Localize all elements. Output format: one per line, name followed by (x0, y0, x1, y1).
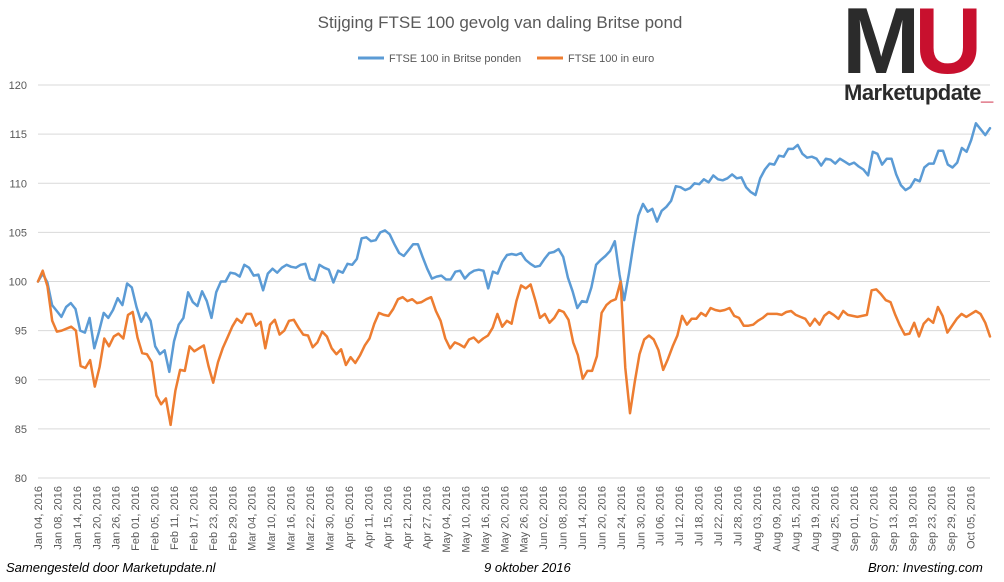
x-tick-label: Jun 24, 2016 (616, 486, 628, 550)
logo-mu-mark: MU (842, 0, 982, 88)
x-tick-label: Mar 22, 2016 (305, 486, 317, 551)
y-axis-labels: 80 85 90 95 100 105 110 115 120 (9, 80, 27, 485)
x-tick-label: Jul 18, 2016 (694, 486, 706, 546)
marketupdate-logo: MU Marketupdate_ (842, 0, 1000, 108)
x-tick-label: Jul 22, 2016 (713, 486, 725, 546)
x-tick-label: Apr 27, 2016 (422, 486, 434, 549)
x-tick-label: Aug 15, 2016 (791, 486, 803, 551)
logo-letter-u: U (914, 0, 982, 93)
series-line-euro (36, 269, 992, 427)
y-tick-label: 100 (9, 277, 27, 289)
footer-credit: Samengesteld door Marketupdate.nl (6, 560, 216, 575)
x-tick-label: Aug 19, 2016 (810, 486, 822, 551)
x-tick-label: Jul 28, 2016 (732, 486, 744, 546)
gridlines (38, 84, 990, 479)
legend-label-pound: FTSE 100 in Britse ponden (389, 53, 521, 65)
x-tick-label: Mar 30, 2016 (324, 486, 336, 551)
x-tick-label: Aug 03, 2016 (752, 486, 764, 551)
x-tick-label: Sep 07, 2016 (868, 486, 880, 551)
logo-letter-m: M (842, 0, 920, 93)
x-tick-label: Mar 16, 2016 (286, 486, 298, 551)
x-tick-label: Sep 29, 2016 (946, 486, 958, 551)
chart-title: Stijging FTSE 100 gevolg van daling Brit… (318, 13, 683, 32)
x-tick-label: Feb 01, 2016 (130, 486, 142, 551)
x-tick-label: Aug 09, 2016 (771, 486, 783, 551)
y-tick-label: 110 (9, 178, 27, 190)
series-lines (36, 122, 992, 427)
x-tick-label: Sep 01, 2016 (849, 486, 861, 551)
x-tick-label: Apr 05, 2016 (344, 486, 356, 549)
x-tick-label: Apr 11, 2016 (363, 486, 375, 548)
x-tick-label: Feb 05, 2016 (150, 486, 162, 551)
x-tick-label: Feb 29, 2016 (227, 486, 239, 551)
x-tick-label: Sep 13, 2016 (888, 486, 900, 551)
logo-wordmark-text: Marketupdate (844, 80, 982, 105)
x-tick-label: Jul 06, 2016 (655, 486, 667, 546)
legend-label-euro: FTSE 100 in euro (568, 53, 654, 65)
x-tick-label: May 20, 2016 (499, 486, 511, 553)
y-tick-label: 85 (15, 424, 27, 436)
x-tick-label: Apr 15, 2016 (383, 486, 395, 549)
footer-source: Bron: Investing.com (868, 560, 983, 575)
x-tick-label: Jul 12, 2016 (674, 486, 686, 546)
x-tick-label: Jun 30, 2016 (635, 486, 647, 550)
x-tick-label: Sep 23, 2016 (927, 486, 939, 551)
y-tick-label: 80 (15, 473, 27, 485)
x-tick-label: Mar 04, 2016 (247, 486, 259, 551)
x-tick-label: Jan 14, 2016 (72, 486, 84, 550)
x-tick-label: May 26, 2016 (519, 486, 531, 553)
x-tick-label: Feb 11, 2016 (169, 486, 181, 550)
x-tick-label: May 10, 2016 (460, 486, 472, 553)
series-line-pound (36, 122, 992, 374)
x-tick-label: Apr 21, 2016 (402, 486, 414, 549)
y-tick-label: 105 (9, 227, 27, 239)
x-tick-label: Oct 05, 2016 (966, 486, 978, 549)
x-tick-label: Jun 14, 2016 (577, 486, 589, 550)
x-tick-label: Jan 26, 2016 (111, 486, 123, 550)
x-tick-label: Jun 20, 2016 (596, 486, 608, 550)
x-tick-label: Sep 19, 2016 (907, 486, 919, 551)
x-tick-label: Jan 04, 2016 (33, 486, 45, 550)
x-tick-label: May 16, 2016 (480, 486, 492, 553)
x-tick-label: Jun 02, 2016 (538, 486, 550, 550)
x-tick-label: Mar 10, 2016 (266, 486, 278, 551)
legend: FTSE 100 in Britse ponden FTSE 100 in eu… (358, 53, 654, 65)
y-tick-label: 95 (15, 326, 27, 338)
x-axis-labels: Jan 04, 2016 Jan 08, 2016 Jan 14, 2016 Jan … (33, 486, 978, 553)
y-tick-label: 115 (9, 129, 27, 141)
footer-date: 9 oktober 2016 (484, 560, 571, 575)
x-tick-label: Aug 25, 2016 (830, 486, 842, 551)
x-tick-label: Jan 08, 2016 (52, 486, 64, 550)
y-tick-label: 90 (15, 375, 27, 387)
logo-wordmark: Marketupdate_ (844, 80, 993, 106)
logo-wordmark-suffix: _ (981, 80, 993, 105)
x-tick-label: May 04, 2016 (441, 486, 453, 553)
x-tick-label: Jun 08, 2016 (558, 486, 570, 550)
y-tick-label: 120 (9, 80, 27, 92)
x-tick-label: Jan 20, 2016 (91, 486, 103, 550)
x-tick-label: Feb 17, 2016 (188, 486, 200, 551)
x-tick-label: Feb 23, 2016 (208, 486, 220, 551)
